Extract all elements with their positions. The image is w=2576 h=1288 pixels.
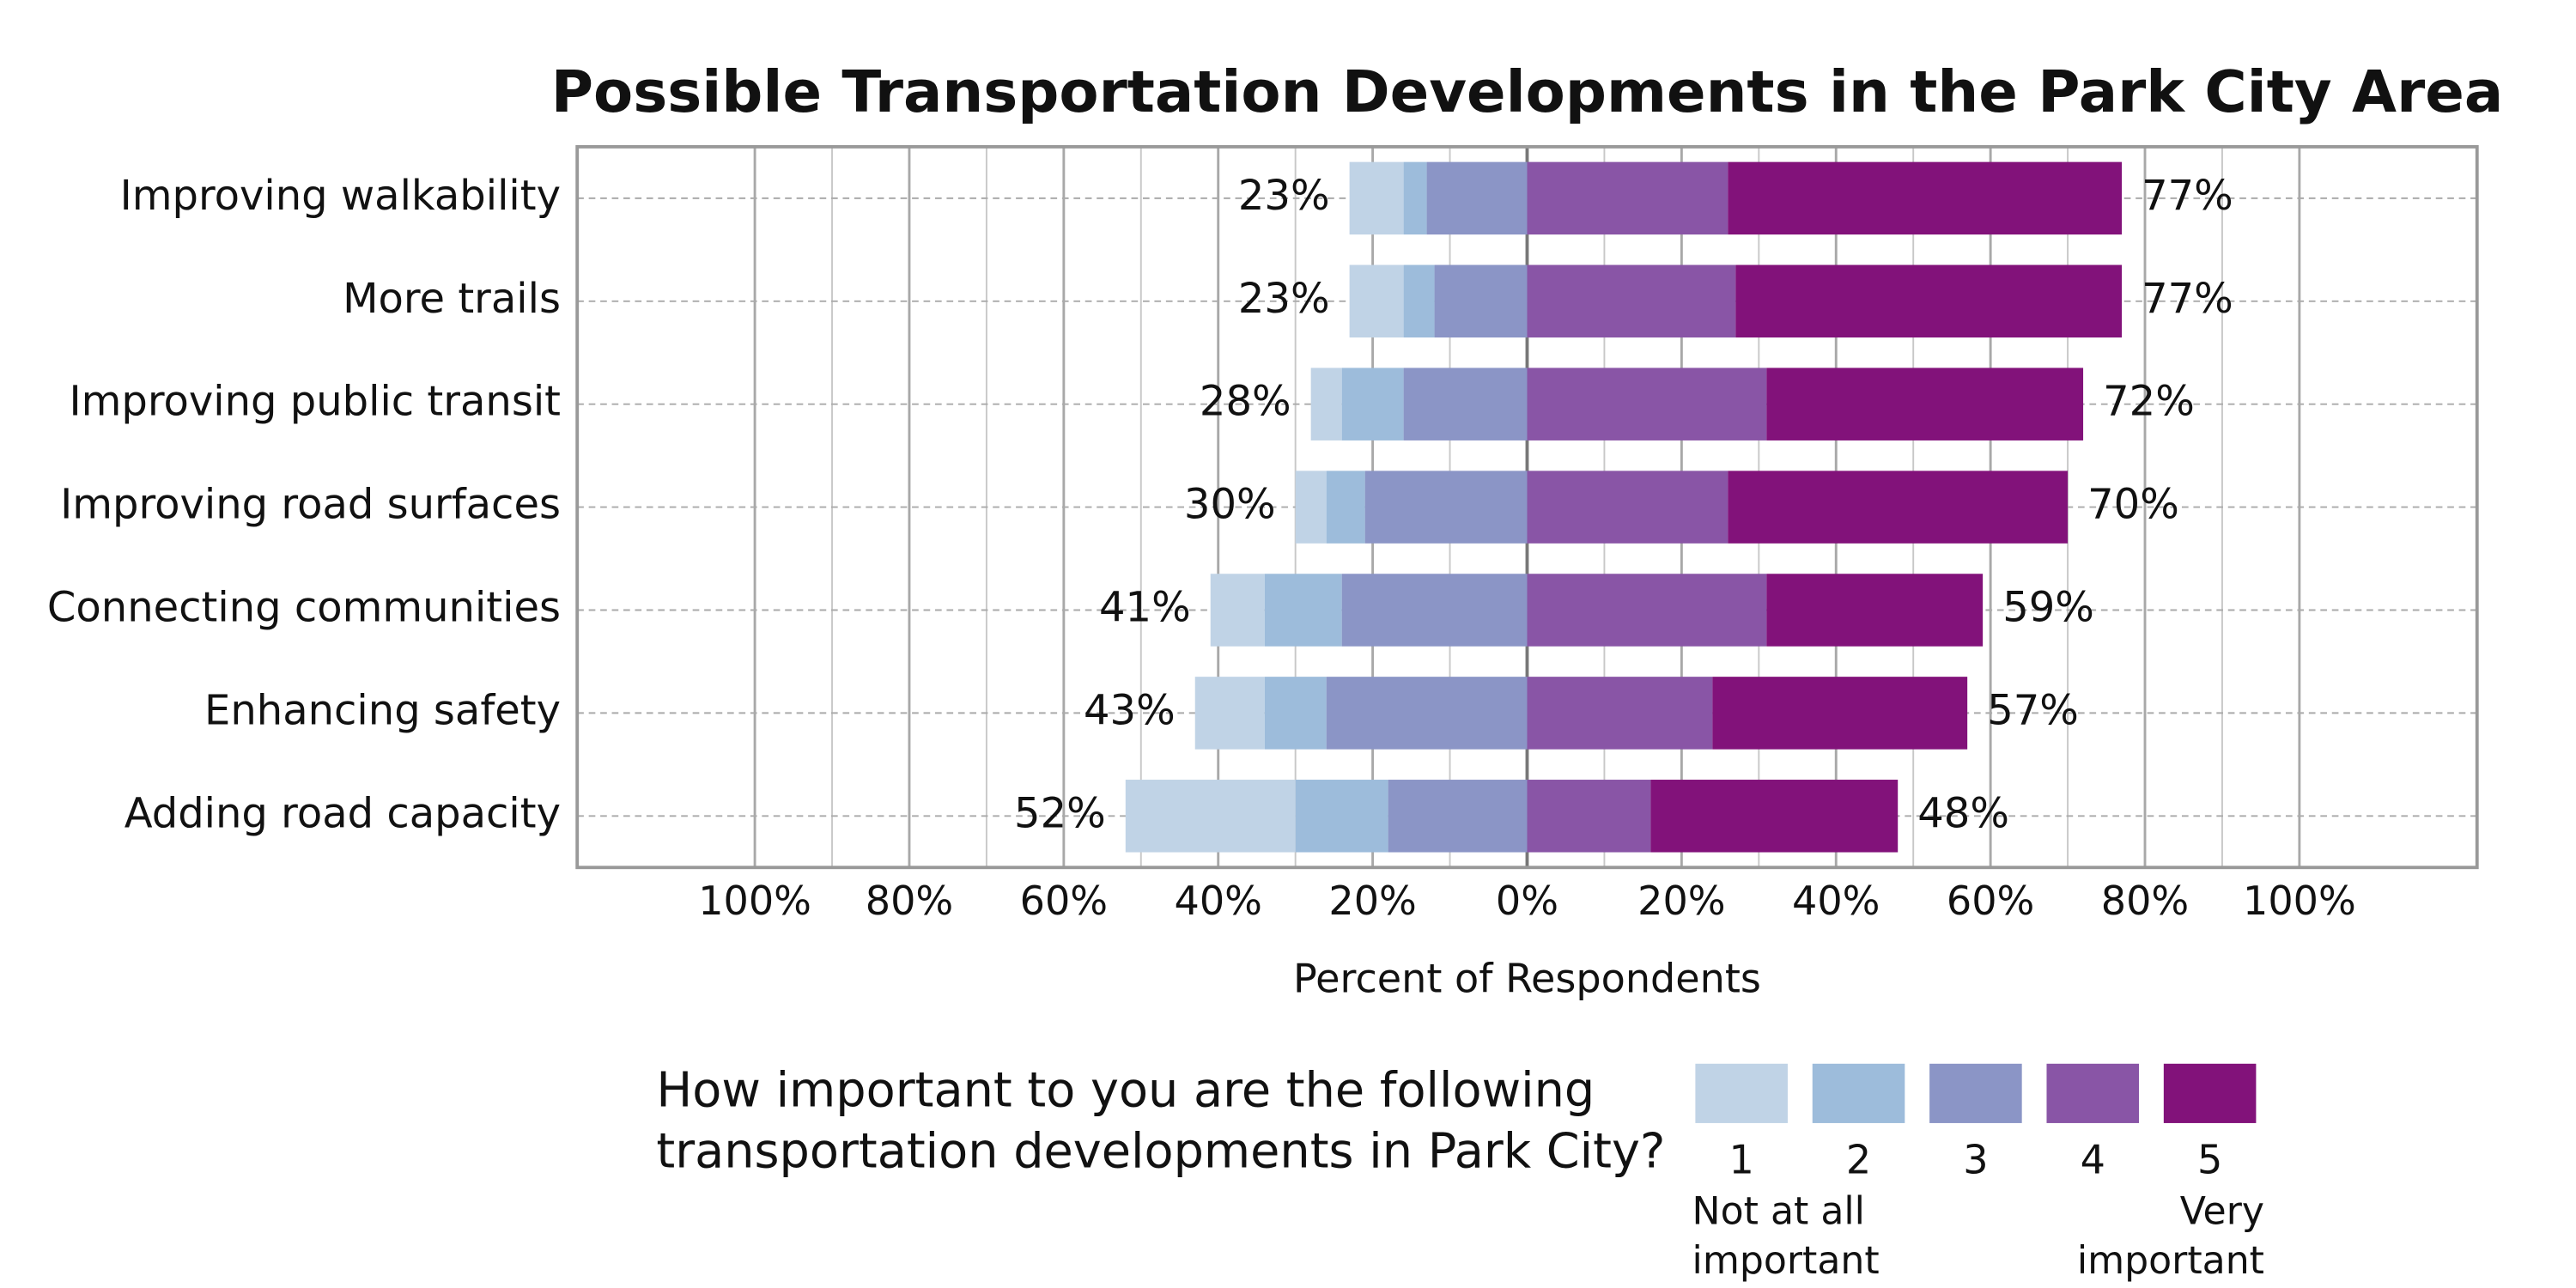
legend-swatch [2046,1063,2140,1123]
legend-title: transportation developments in Park City… [656,1124,1665,1180]
bar-segment [1349,161,1404,235]
bar-segment [1295,780,1388,853]
bar-segment [1388,780,1528,853]
bar-segment [1210,574,1265,647]
x-tick-label: 80% [866,878,953,924]
left-total-label: 41% [1099,583,1191,631]
bar-segment [1125,780,1296,853]
category-label: Improving public transit [69,378,561,426]
category-label: More trails [343,275,561,323]
bar-segment [1527,780,1651,853]
x-axis-label: Percent of Respondents [1293,955,1761,1001]
bar-segment [1403,161,1427,235]
legend-label: 5 [2197,1137,2222,1183]
category-label: Enhancing safety [204,686,561,734]
x-tick-label: 60% [1947,878,2034,924]
x-tick-label: 20% [1328,878,1416,924]
right-total-label: 70% [2087,481,2179,529]
x-tick-label: 100% [698,878,811,924]
bar-segment [1527,368,1767,440]
right-total-label: 48% [1917,789,2009,837]
bar-segment [1527,574,1767,647]
x-tick-label: 100% [2243,878,2356,924]
legend-swatch [1929,1063,2022,1123]
category-label: Improving road surfaces [60,481,561,529]
bar-segment [1341,368,1404,440]
bar-segment [1426,161,1528,235]
x-tick-label: 0% [1496,878,1558,924]
bar-segment [1264,677,1327,750]
bar-segment [1403,368,1528,440]
right-total-label: 77% [2142,275,2233,323]
bar-segment [1326,471,1365,544]
legend-label: 3 [1963,1137,1988,1183]
right-total-label: 57% [1987,686,2079,734]
bar-segment [1712,677,1968,750]
x-tick-label: 60% [1020,878,1108,924]
bar-segment [1728,161,2123,235]
legend-swatch [1812,1063,1905,1123]
bar-segment [1326,677,1528,750]
bar-segment [1264,574,1342,647]
legend-label: 4 [2081,1137,2105,1183]
bar-segment [1735,264,2123,338]
legend-high-label: Very [2180,1190,2264,1234]
category-label: Adding road capacity [125,789,561,837]
legend-high-label: important [2077,1239,2264,1283]
legend-title: How important to you are the following [656,1062,1595,1118]
x-tick-label: 40% [1175,878,1262,924]
legend-label: 2 [1846,1137,1871,1183]
legend-low-label: Not at all [1692,1190,1865,1234]
left-total-label: 43% [1084,686,1176,734]
left-total-label: 23% [1238,172,1330,220]
left-total-label: 52% [1014,789,1106,837]
x-tick-label: 20% [1637,878,1725,924]
bar-segment [1766,574,1984,647]
bar-segment [1527,161,1728,235]
x-tick-label: 40% [1792,878,1880,924]
bar-segment [1364,471,1528,544]
bar-segment [1310,368,1342,440]
bar-segment [1194,677,1265,750]
legend-label: 1 [1729,1137,1754,1183]
left-total-label: 28% [1200,378,1291,426]
bar-segment [1650,780,1899,853]
bar-segment [1403,264,1435,338]
bar-segment [1527,471,1728,544]
x-tick-label: 80% [2101,878,2189,924]
category-label: Improving walkability [120,172,561,220]
bar-segment [1434,264,1528,338]
legend-swatch [1695,1063,1788,1123]
legend-low-label: important [1692,1239,1880,1283]
right-total-label: 77% [2142,172,2233,220]
right-total-label: 59% [2002,583,2094,631]
bar-segment [1527,264,1736,338]
bar-segment [1527,677,1713,750]
bar-segment [1766,368,2084,440]
chart-title: Possible Transportation Developments in … [551,58,2503,125]
left-total-label: 30% [1184,481,1276,529]
bar-segment [1349,264,1404,338]
bar-segment [1728,471,2069,544]
bar-segment [1295,471,1327,544]
category-label: Connecting communities [47,583,561,631]
legend-swatch [2163,1063,2257,1123]
plot-frame [575,145,2479,870]
left-total-label: 23% [1238,275,1330,323]
right-total-label: 72% [2103,378,2195,426]
bar-segment [1341,574,1528,647]
